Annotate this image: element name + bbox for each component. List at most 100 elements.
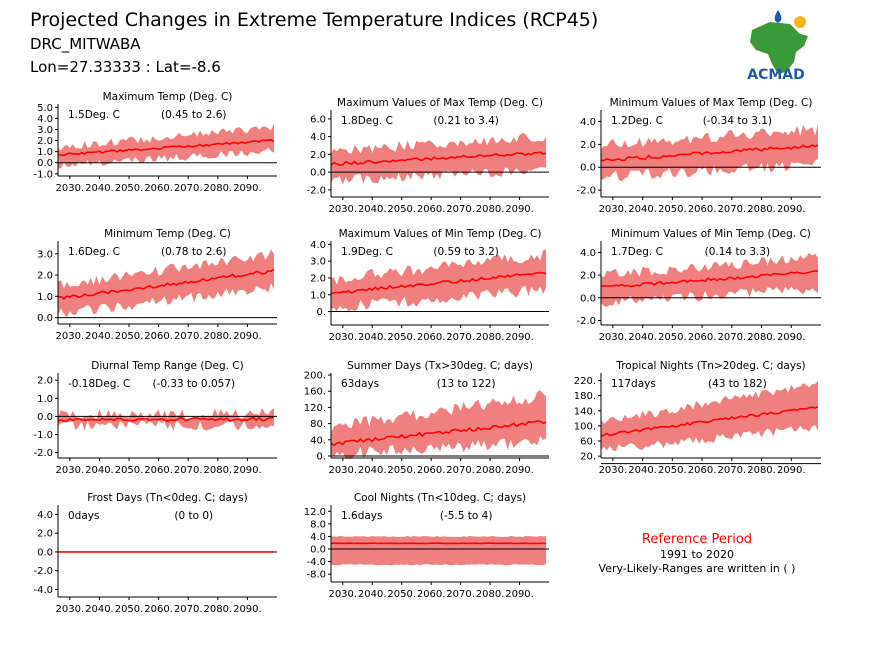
x-tick-label: 2080.	[476, 332, 505, 343]
panel-range-label: (0.78 to 2.6)	[161, 246, 227, 258]
acmad-logo: ACMAD	[747, 10, 808, 83]
panel-value-label: 1.6days	[341, 510, 382, 522]
x-tick-label: 2080.	[476, 589, 505, 600]
panel-title: Minimum Values of Min Temp (Deg. C)	[611, 228, 811, 240]
y-tick-label: 2.0	[580, 271, 596, 282]
x-tick-label: 2090.	[233, 183, 262, 194]
panel-range-label: (-0.33 to 0.057)	[152, 378, 235, 390]
x-tick-label: 2080.	[203, 331, 232, 342]
x-tick-label: 2040.	[628, 332, 657, 343]
y-tick-label: 40.	[310, 435, 326, 446]
x-tick-label: 2050.	[658, 332, 687, 343]
y-tick-label: 3.0	[37, 249, 53, 260]
y-tick-label: 140.	[574, 406, 596, 417]
y-tick-label: -2.0	[576, 186, 596, 197]
y-tick-label: 1.0	[37, 147, 53, 158]
x-tick-label: 2030.	[328, 332, 357, 343]
y-tick-label: 0.0	[37, 158, 53, 169]
x-tick-label: 2040.	[85, 465, 114, 476]
x-tick-label: 2030.	[56, 465, 85, 476]
y-tick-label: 1.0	[37, 394, 53, 405]
panel-title: Frost Days (Tn<0deg. C; days)	[87, 492, 247, 504]
y-tick-label: 0.0	[310, 168, 326, 179]
panel-range-label: (0 to 0)	[174, 510, 213, 522]
panel-title: Minimum Values of Max Temp (Deg. C)	[610, 97, 813, 109]
x-tick-label: 2070.	[446, 332, 475, 343]
x-tick-label: 2090.	[505, 465, 534, 476]
x-tick-label: 2070.	[174, 331, 203, 342]
y-tick-label: 1.0	[37, 292, 53, 303]
x-tick-label: 2030.	[56, 183, 85, 194]
y-tick-label: 20.	[580, 452, 596, 463]
x-tick-label: 2070.	[717, 465, 746, 476]
likely-range-band	[58, 249, 274, 317]
x-tick-label: 2030.	[328, 465, 357, 476]
x-tick-label: 2040.	[628, 204, 657, 215]
x-tick-label: 2030.	[599, 465, 628, 476]
x-tick-label: 2090.	[777, 204, 806, 215]
x-tick-label: 2080.	[203, 183, 232, 194]
panel-title: Tropical Nights (Tn>20deg. C; days)	[615, 360, 805, 372]
x-tick-label: 2040.	[358, 589, 387, 600]
y-tick-label: -4.0	[33, 585, 53, 596]
logo-text: ACMAD	[747, 67, 805, 83]
x-tick-label: 2070.	[174, 465, 203, 476]
x-tick-label: 2060.	[144, 331, 173, 342]
reference-title: Reference Period	[642, 532, 752, 547]
chart-panel: -2.00.02.04.06.02030.2040.2050.2060.2070…	[306, 97, 549, 215]
y-tick-label: 6.0	[310, 114, 326, 125]
y-tick-label: 4.0	[310, 240, 326, 251]
y-tick-label: 3.0	[310, 257, 326, 268]
chart-panel: -4.0-2.00.02.04.02030.2040.2050.2060.207…	[33, 492, 277, 615]
x-tick-label: 2040.	[358, 204, 387, 215]
y-tick-label: 0.0	[37, 547, 53, 558]
panel-range-label: (0.14 to 3.3)	[705, 246, 771, 258]
x-tick-label: 2080.	[476, 204, 505, 215]
y-tick-label: 60.	[580, 437, 596, 448]
y-tick-label: 2.0	[310, 150, 326, 161]
x-tick-label: 2060.	[144, 183, 173, 194]
panel-title: Maximum Values of Min Temp (Deg. C)	[339, 228, 542, 240]
figure-title: Projected Changes in Extreme Temperature…	[30, 9, 598, 31]
x-tick-label: 2060.	[688, 332, 717, 343]
x-tick-label: 2050.	[387, 204, 416, 215]
y-tick-label: -2.0	[306, 185, 326, 196]
x-tick-label: 2070.	[717, 204, 746, 215]
x-tick-label: 2030.	[328, 589, 357, 600]
chart-panel: -2.0-1.00.01.02.02030.2040.2050.2060.207…	[33, 360, 277, 476]
panel-value-label: 117days	[611, 378, 656, 390]
reference-period: 1991 to 2020	[660, 548, 734, 561]
panel-range-label: (0.59 to 3.2)	[433, 246, 499, 258]
x-tick-label: 2050.	[387, 465, 416, 476]
x-tick-label: 2060.	[144, 604, 173, 615]
x-tick-label: 2070.	[174, 183, 203, 194]
x-tick-label: 2030.	[56, 604, 85, 615]
x-tick-label: 2090.	[505, 204, 534, 215]
water-drop-icon	[775, 10, 782, 23]
y-tick-label: 2.0	[580, 140, 596, 151]
x-tick-label: 2040.	[358, 465, 387, 476]
likely-range-band	[331, 536, 546, 565]
y-tick-label: 220.	[574, 376, 596, 387]
likely-range-band	[331, 249, 546, 311]
panel-value-label: 1.9Deg. C	[341, 246, 393, 258]
panel-range-label: (43 to 182)	[708, 378, 767, 390]
x-tick-label: 2050.	[658, 465, 687, 476]
x-tick-label: 2080.	[203, 465, 232, 476]
y-tick-label: 200.	[304, 371, 326, 382]
panel-range-label: (0.45 to 2.6)	[161, 109, 227, 121]
chart-panel: -1.00.01.02.03.04.05.02030.2040.2050.206…	[33, 91, 277, 194]
x-tick-label: 2040.	[85, 604, 114, 615]
panel-value-label: 0days	[68, 510, 99, 522]
panel-value-label: 1.5Deg. C	[68, 109, 120, 121]
x-tick-label: 2030.	[56, 331, 85, 342]
likely-range-band	[58, 124, 274, 169]
x-tick-label: 2050.	[115, 604, 144, 615]
panel-title: Summer Days (Tx>30deg. C; days)	[347, 360, 533, 372]
likely-range-band	[601, 381, 818, 451]
y-tick-label: 2.0	[37, 376, 53, 387]
y-tick-label: 0.0	[580, 293, 596, 304]
chart-panel: -2.00.02.04.02030.2040.2050.2060.2070.20…	[576, 97, 821, 215]
